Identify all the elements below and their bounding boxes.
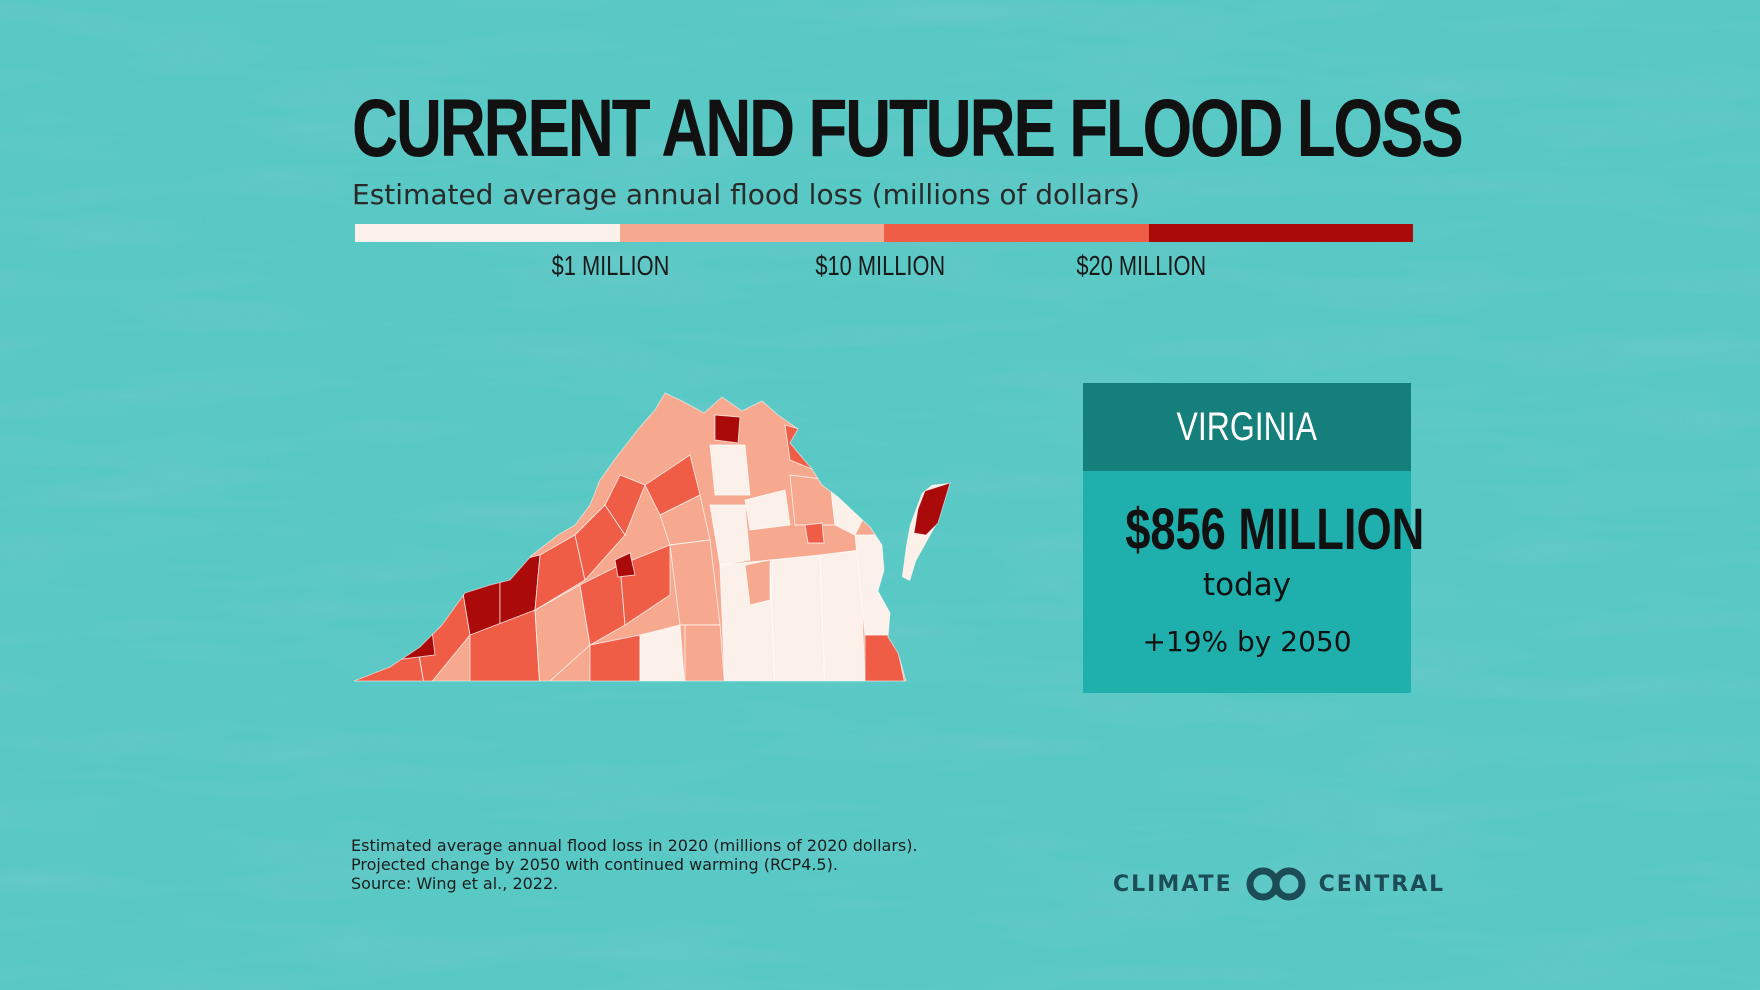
county bbox=[864, 634, 906, 681]
county bbox=[639, 624, 686, 681]
county bbox=[614, 552, 636, 578]
county bbox=[804, 522, 825, 544]
legend-tick-2: $10 MILLION bbox=[815, 250, 945, 281]
county bbox=[389, 614, 436, 661]
county bbox=[889, 609, 906, 646]
logo-text-right: CENTRAL bbox=[1318, 871, 1446, 897]
county bbox=[469, 609, 541, 681]
logo-rings-icon bbox=[1246, 867, 1306, 901]
footnotes: Estimated average annual flood loss in 2… bbox=[351, 836, 918, 893]
legend-swatch-3 bbox=[884, 224, 1149, 242]
county bbox=[714, 414, 741, 444]
county bbox=[744, 489, 791, 531]
county bbox=[354, 604, 426, 681]
state-name-header: VIRGINIA bbox=[1083, 383, 1411, 471]
state-summary-body: $856 MILLION today +19% by 2050 bbox=[1083, 471, 1425, 693]
footnote-line: Estimated average annual flood loss in 2… bbox=[351, 836, 918, 855]
footnote-line: Projected change by 2050 with continued … bbox=[351, 855, 838, 874]
legend-swatch-2 bbox=[619, 224, 884, 242]
projected-change: +19% by 2050 bbox=[1142, 625, 1352, 658]
state-summary-box: VIRGINIA $856 MILLION today +19% by 2050 bbox=[1083, 383, 1425, 693]
page-title: CURRENT AND FUTURE FLOOD LOSS bbox=[352, 83, 1464, 174]
value-period-label: today bbox=[1202, 567, 1292, 603]
legend-swatch-4 bbox=[1148, 224, 1413, 242]
county bbox=[744, 559, 771, 606]
county bbox=[684, 624, 726, 681]
county bbox=[769, 554, 826, 681]
eastern-shore-north bbox=[913, 482, 951, 536]
legend-tick-1: $1 MILLION bbox=[551, 250, 669, 281]
county bbox=[709, 444, 751, 496]
county bbox=[589, 634, 641, 681]
legend-subtitle: Estimated average annual flood loss (mil… bbox=[352, 178, 1140, 211]
logo-text-left: CLIMATE bbox=[1113, 871, 1233, 897]
county bbox=[709, 504, 751, 566]
legend-swatch-1 bbox=[355, 224, 620, 242]
county bbox=[819, 549, 866, 681]
legend-color-bar bbox=[355, 224, 1413, 242]
climate-central-logo: CLIMATE CENTRAL bbox=[1113, 864, 1445, 904]
legend-tick-3: $20 MILLION bbox=[1076, 250, 1206, 281]
flood-loss-value: $856 MILLION bbox=[1125, 497, 1425, 562]
county bbox=[789, 474, 836, 526]
source-line: Source: Wing et al., 2022. bbox=[351, 874, 559, 893]
virginia-county-map bbox=[353, 392, 951, 682]
